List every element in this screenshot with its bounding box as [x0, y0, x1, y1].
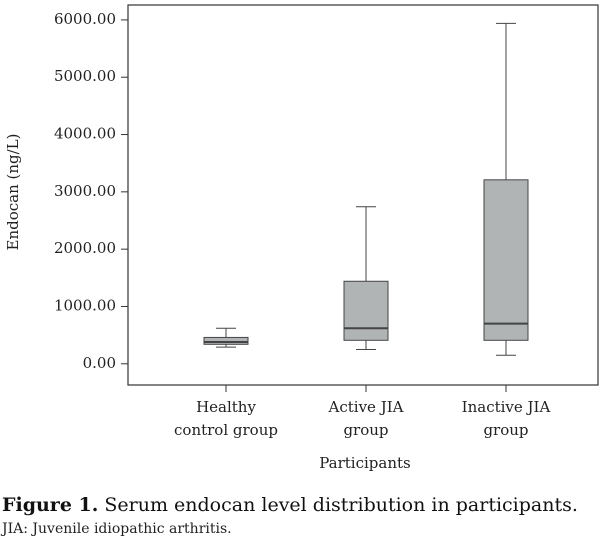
y-axis-label: Endocan (ng/L)	[4, 134, 22, 251]
plot-frame	[127, 4, 599, 386]
x-tick-label: Active JIA	[328, 398, 404, 416]
x-axis-label: Participants	[319, 454, 411, 472]
x-tick-label: Healthy	[196, 398, 256, 416]
box	[483, 179, 529, 341]
box	[343, 280, 389, 341]
y-tick-label: 1000.00	[54, 296, 116, 314]
caption-label: Figure 1.	[2, 494, 98, 516]
caption-text: Serum endocan level distribution in part…	[104, 494, 578, 516]
x-tick-label: Inactive JIA	[462, 398, 551, 416]
y-tick-label: 4000.00	[54, 125, 116, 143]
x-tick-label: group	[343, 421, 388, 439]
x-tick-label: group	[483, 421, 528, 439]
y-tick-label: 5000.00	[54, 67, 116, 85]
caption-note: JIA: Juvenile idiopathic arthritis.	[0, 521, 232, 537]
y-tick-label: 0.00	[83, 354, 116, 372]
box	[203, 336, 249, 345]
y-tick-label: 6000.00	[54, 10, 116, 28]
x-tick-label: control group	[174, 421, 278, 439]
y-tick-label: 2000.00	[54, 239, 116, 257]
y-tick-label: 3000.00	[54, 182, 116, 200]
caption: Figure 1. Serum endocan level distributi…	[2, 494, 578, 516]
